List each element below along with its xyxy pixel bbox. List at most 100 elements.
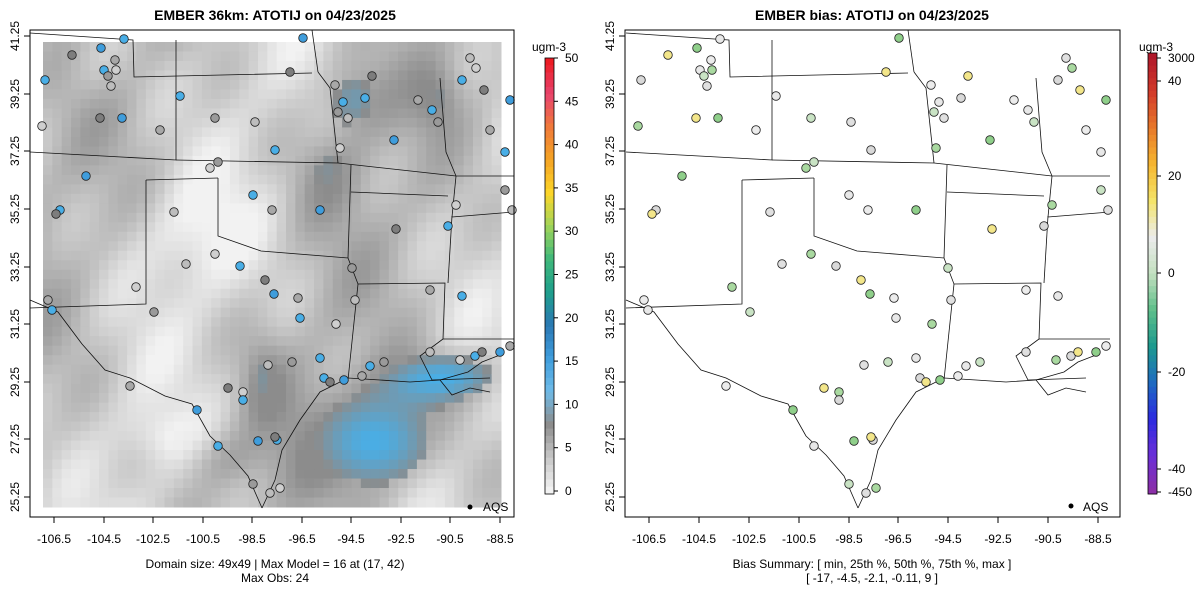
left-grid-cell [360,298,371,309]
right-site-marker [961,361,971,371]
left-grid-cell [61,193,72,204]
left-grid-cell [239,269,250,280]
left-grid-cell [145,336,156,347]
left-grid-cell [463,222,474,233]
left-grid-cell [192,184,203,195]
left-grid-cell [43,431,53,442]
left-grid-cell [323,136,334,147]
left-grid-cell [201,51,212,62]
left-grid-cell [276,184,287,195]
left-colorbar-bin [545,370,554,379]
left-grid-cell [80,222,91,233]
left-grid-cell [342,269,352,280]
left-grid-cell [220,108,231,119]
right-site-marker [706,55,716,65]
left-grid-cell [426,440,437,451]
left-grid-cell [342,326,352,337]
left-grid-cell [164,298,175,309]
left-grid-cell [463,60,474,71]
left-grid-cell [211,42,222,52]
left-grid-cell [43,79,53,90]
left-grid-cell [136,364,147,375]
left-grid-cell [117,336,128,347]
right-site-marker [921,377,931,387]
left-grid-cell [173,459,184,470]
left-grid-cell [276,478,287,489]
left-grid-cell [286,98,296,109]
left-grid-cell [80,345,91,356]
left-grid-cell [201,79,212,90]
left-grid-cell [379,488,390,499]
left-grid-cell [173,336,184,347]
left-grid-cell [379,412,390,423]
left-grid-cell [351,231,362,242]
left-grid-cell [491,222,502,233]
left-grid-cell [491,317,502,328]
left-grid-cell [398,136,409,147]
left-grid-cell [80,98,91,109]
left-grid-cell [276,383,287,394]
left-grid-cell [211,279,222,290]
left-site-marker [235,261,245,271]
left-grid-cell [323,288,334,299]
left-grid-cell [239,231,250,242]
left-grid-cell [491,212,502,223]
left-grid-cell [286,450,296,461]
left-grid-cell [127,212,137,223]
left-grid-cell [99,98,109,109]
left-grid-cell [89,497,100,508]
left-grid-cell [295,326,306,337]
left-grid-cell [117,459,128,470]
left-grid-cell [136,117,147,128]
left-colorbar-bin [545,377,554,386]
left-grid-cell [360,260,371,271]
left-grid-cell [454,269,465,280]
left-grid-cell [173,70,184,81]
left-grid-cell [43,374,53,385]
left-grid-cell [388,108,399,119]
right-site-marker [943,263,953,273]
left-grid-cell [388,260,399,271]
left-grid-cell [136,79,147,90]
left-grid-cell [145,203,156,214]
left-grid-cell [416,60,427,71]
left-grid-cell [52,279,63,290]
left-grid-cell [201,231,212,242]
left-grid-cell [388,383,399,394]
left-grid-cell [426,355,437,366]
left-grid-cell [99,108,109,119]
left-grid-cell [332,279,343,290]
left-grid-cell [145,279,156,290]
left-grid-cell [43,212,53,223]
left-grid-cell [257,42,268,52]
left-grid-cell [61,155,72,166]
right-site-marker [934,97,944,107]
left-grid-cell [201,478,212,489]
left-grid-cell [360,250,371,261]
left-grid-cell [379,250,390,261]
left-grid-cell [351,174,362,185]
left-grid-cell [351,383,362,394]
left-grid-cell [127,431,137,442]
right-colorbar-bin [1148,191,1157,199]
left-grid-cell [276,431,287,442]
left-grid-cell [220,345,231,356]
left-grid-cell [267,155,278,166]
left-grid-cell [248,89,259,100]
left-grid-cell [52,317,63,328]
left-grid-cell [435,440,446,451]
left-grid-cell [80,431,91,442]
right-site-marker [963,71,973,81]
left-grid-cell [295,307,306,318]
left-grid-cell [80,117,91,128]
left-grid-cell [370,431,380,442]
left-grid-cell [108,60,119,71]
left-grid-cell [332,89,343,100]
left-grid-cell [89,393,100,404]
left-grid-cell [155,51,166,62]
right-colorbar-bin [1148,128,1157,136]
left-grid-cell [173,364,184,375]
left-site-marker [155,125,165,135]
left-grid-cell [257,250,268,261]
left-site-marker [367,71,377,81]
